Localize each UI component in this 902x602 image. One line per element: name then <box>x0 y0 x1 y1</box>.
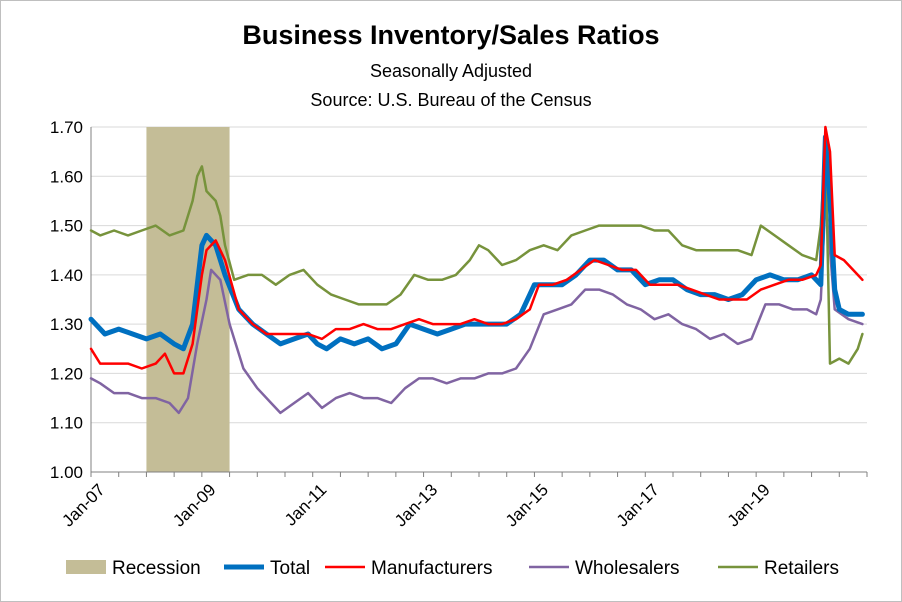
recession-shading-layer <box>146 127 230 472</box>
y-tick-label: 1.30 <box>50 315 83 334</box>
x-tick-label: Jan-13 <box>391 480 441 530</box>
legend-swatch-recession <box>66 560 106 574</box>
x-tick-label: Jan-19 <box>724 480 774 530</box>
y-tick-label: 1.00 <box>50 463 83 482</box>
y-tick-label: 1.50 <box>50 217 83 236</box>
legend: Recession Total Manufacturers Wholesalers Re… <box>66 558 839 579</box>
x-tick-label: Jan-15 <box>502 480 552 530</box>
x-tick-label: Jan-17 <box>613 480 663 530</box>
legend-label-manufacturers: Manufacturers <box>371 558 492 579</box>
chart-title: Business Inventory/Sales Ratios <box>242 20 660 50</box>
y-tick-label: 1.20 <box>50 364 83 383</box>
y-tick-label: 1.10 <box>50 414 83 433</box>
x-tick-label: Jan-07 <box>58 480 108 530</box>
x-tick-label: Jan-11 <box>281 480 330 529</box>
series-line-retailers <box>89 140 864 365</box>
series-lines <box>88 125 865 415</box>
x-tick-label: Jan-09 <box>169 480 219 530</box>
y-tick-label: 1.60 <box>50 167 83 186</box>
chart-subtitle: Seasonally Adjusted <box>369 61 533 81</box>
legend-label-total: Total <box>270 558 310 579</box>
series-line-manufacturers <box>89 125 864 375</box>
series-line-wholesalers <box>89 199 864 415</box>
legend-label-recession: Recession <box>112 558 201 579</box>
recession-band <box>146 127 230 472</box>
legend-label-wholesalers: Wholesalers <box>575 558 680 579</box>
chart-source: Source: U.S. Bureau of the Census <box>310 90 592 110</box>
legend-label-retailers: Retailers <box>764 558 839 579</box>
axes <box>90 127 868 477</box>
y-tick-label: 1.70 <box>50 118 83 137</box>
y-tick-label: 1.40 <box>50 266 83 285</box>
